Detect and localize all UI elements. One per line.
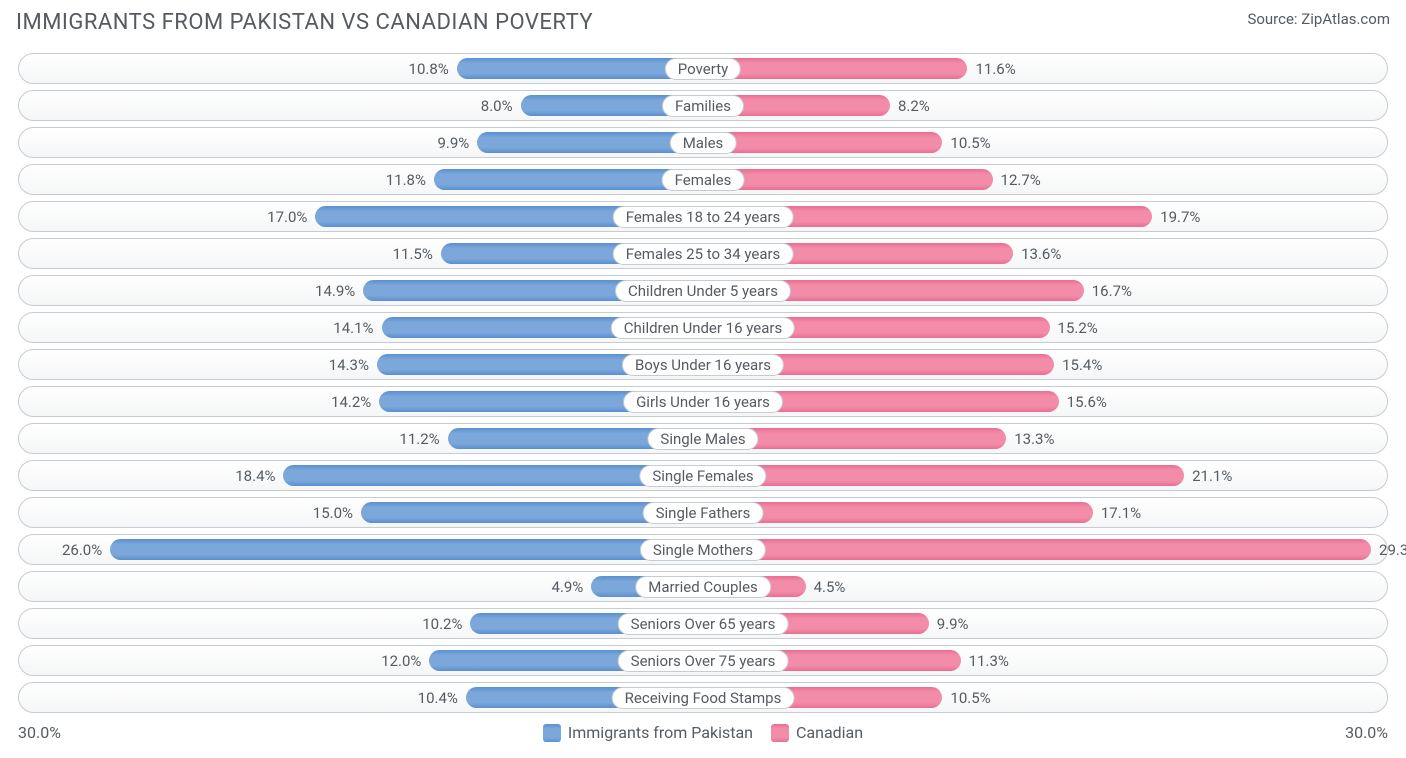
- value-right: 21.1%: [1192, 461, 1232, 490]
- value-left: 10.8%: [409, 54, 449, 83]
- value-left: 11.5%: [393, 239, 433, 268]
- category-label: Married Couples: [635, 576, 771, 598]
- category-label: Seniors Over 75 years: [618, 650, 789, 672]
- bar-right: [703, 169, 993, 190]
- source-name: ZipAtlas.com: [1301, 10, 1390, 28]
- value-right: 4.5%: [814, 572, 846, 601]
- chart-row: 4.9% 4.5% Married Couples: [18, 571, 1388, 602]
- category-label: Children Under 5 years: [615, 280, 791, 302]
- value-left: 17.0%: [267, 202, 307, 231]
- value-right: 9.9%: [937, 609, 969, 638]
- category-label: Single Fathers: [643, 502, 764, 524]
- legend-item-right: Canadian: [771, 723, 863, 742]
- value-left: 12.0%: [381, 646, 421, 675]
- value-right: 13.6%: [1021, 239, 1061, 268]
- value-left: 14.9%: [315, 276, 355, 305]
- chart-row: 12.0% 11.3% Seniors Over 75 years: [18, 645, 1388, 676]
- chart-header: IMMIGRANTS FROM PAKISTAN VS CANADIAN POV…: [12, 10, 1394, 35]
- value-right: 12.7%: [1001, 165, 1041, 194]
- value-right: 19.7%: [1160, 202, 1200, 231]
- value-left: 26.0%: [62, 535, 102, 564]
- category-label: Girls Under 16 years: [623, 391, 783, 413]
- category-label: Children Under 16 years: [611, 317, 795, 339]
- chart-source: Source: ZipAtlas.com: [1247, 10, 1390, 28]
- value-right: 10.5%: [950, 683, 990, 712]
- value-left: 8.0%: [481, 91, 513, 120]
- category-label: Poverty: [665, 58, 741, 80]
- value-left: 14.3%: [329, 350, 369, 379]
- value-right: 11.6%: [975, 54, 1015, 83]
- value-right: 8.2%: [898, 91, 930, 120]
- category-label: Single Mothers: [640, 539, 766, 561]
- value-left: 4.9%: [551, 572, 583, 601]
- chart-row: 9.9% 10.5% Males: [18, 127, 1388, 158]
- chart-row: 17.0% 19.7% Females 18 to 24 years: [18, 201, 1388, 232]
- legend: Immigrants from Pakistan Canadian: [138, 723, 1268, 742]
- legend-label-left: Immigrants from Pakistan: [568, 723, 753, 742]
- chart-row: 10.4% 10.5% Receiving Food Stamps: [18, 682, 1388, 713]
- value-left: 11.2%: [399, 424, 439, 453]
- value-right: 11.3%: [969, 646, 1009, 675]
- value-right: 15.2%: [1058, 313, 1098, 342]
- chart-row: 14.9% 16.7% Children Under 5 years: [18, 275, 1388, 306]
- chart-row: 11.5% 13.6% Females 25 to 34 years: [18, 238, 1388, 269]
- chart-row: 11.8% 12.7% Females: [18, 164, 1388, 195]
- category-label: Females: [662, 169, 745, 191]
- category-label: Single Males: [647, 428, 758, 450]
- category-label: Seniors Over 65 years: [618, 613, 789, 635]
- value-left: 11.8%: [386, 165, 426, 194]
- value-right: 17.1%: [1101, 498, 1141, 527]
- chart-row: 15.0% 17.1% Single Fathers: [18, 497, 1388, 528]
- category-label: Females 18 to 24 years: [613, 206, 794, 228]
- bar-right: [703, 58, 967, 79]
- value-left: 10.4%: [418, 683, 458, 712]
- axis-max-right: 30.0%: [1268, 723, 1388, 742]
- value-left: 14.1%: [333, 313, 373, 342]
- chart-row: 8.0% 8.2% Families: [18, 90, 1388, 121]
- value-right: 16.7%: [1092, 276, 1132, 305]
- chart-row: 26.0%29.3%Single Mothers: [18, 534, 1388, 565]
- chart-footer: 30.0% Immigrants from Pakistan Canadian …: [12, 719, 1394, 742]
- chart-row: 10.2% 9.9% Seniors Over 65 years: [18, 608, 1388, 639]
- legend-label-right: Canadian: [796, 723, 863, 742]
- bar-right: [703, 465, 1184, 486]
- value-right: 15.6%: [1067, 387, 1107, 416]
- category-label: Females 25 to 34 years: [613, 243, 794, 265]
- value-right: 13.3%: [1014, 424, 1054, 453]
- value-left: 14.2%: [331, 387, 371, 416]
- value-right: 10.5%: [950, 128, 990, 157]
- category-label: Families: [662, 95, 744, 117]
- category-label: Males: [670, 132, 737, 154]
- legend-swatch-left: [543, 724, 561, 742]
- legend-item-left: Immigrants from Pakistan: [543, 723, 753, 742]
- value-left: 9.9%: [437, 128, 469, 157]
- chart-row: 14.1% 15.2% Children Under 16 years: [18, 312, 1388, 343]
- value-right: 15.4%: [1062, 350, 1102, 379]
- bar-right: [703, 539, 1371, 560]
- category-label: Receiving Food Stamps: [612, 687, 795, 709]
- axis-max-left: 30.0%: [18, 723, 138, 742]
- value-right: 29.3%: [1379, 535, 1406, 564]
- value-left: 15.0%: [313, 498, 353, 527]
- legend-swatch-right: [771, 724, 789, 742]
- value-left: 10.2%: [422, 609, 462, 638]
- chart-row: 14.3% 15.4% Boys Under 16 years: [18, 349, 1388, 380]
- bar-left: [110, 539, 703, 560]
- chart-row: 14.2% 15.6% Girls Under 16 years: [18, 386, 1388, 417]
- chart-row: 11.2% 13.3% Single Males: [18, 423, 1388, 454]
- value-left: 18.4%: [235, 461, 275, 490]
- chart-area: 10.8%11.6%Poverty8.0%8.2%Families9.9%10.…: [12, 53, 1394, 713]
- chart-row: 10.8% 11.6% Poverty: [18, 53, 1388, 84]
- category-label: Single Females: [639, 465, 766, 487]
- chart-title: IMMIGRANTS FROM PAKISTAN VS CANADIAN POV…: [16, 10, 593, 35]
- bar-right: [703, 132, 942, 153]
- source-prefix: Source:: [1247, 10, 1301, 28]
- chart-row: 18.4% 21.1% Single Females: [18, 460, 1388, 491]
- category-label: Boys Under 16 years: [622, 354, 784, 376]
